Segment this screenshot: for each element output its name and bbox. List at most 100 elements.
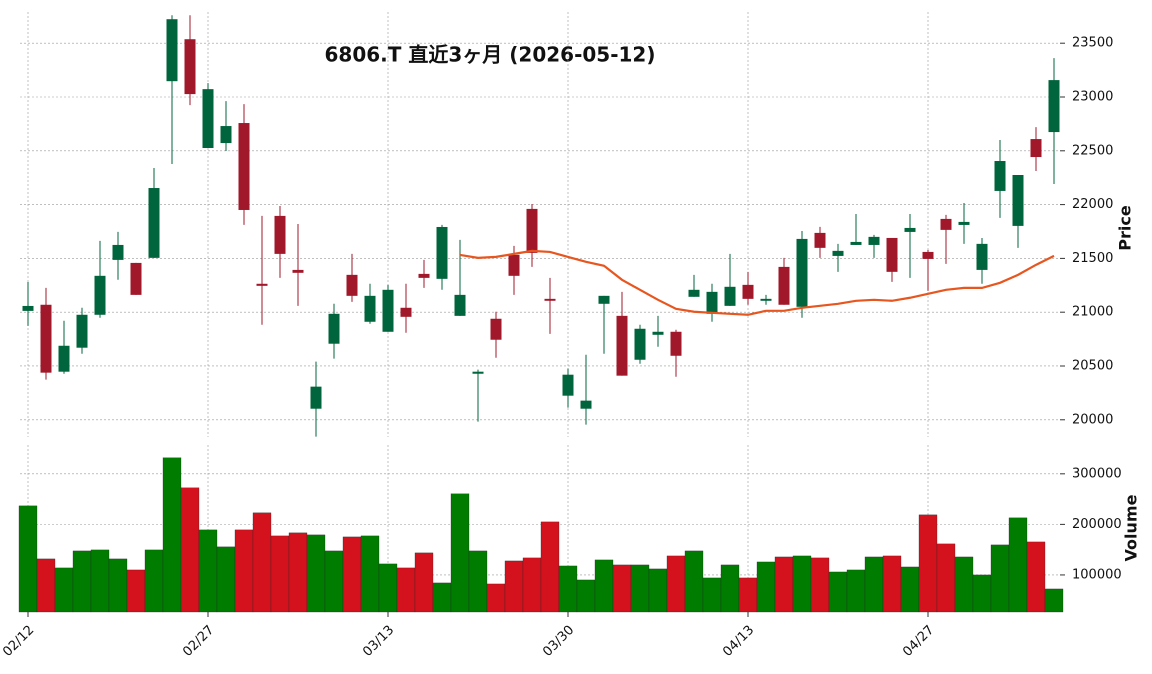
volume-bar	[522, 557, 542, 613]
volume-bar	[306, 534, 326, 613]
volume-bar	[360, 535, 380, 613]
volume-bar	[810, 557, 830, 613]
volume-bar	[378, 563, 398, 613]
candle-body	[310, 386, 322, 409]
volume-bar	[594, 559, 614, 613]
volume-bar	[720, 564, 740, 613]
volume-bar	[126, 569, 146, 613]
y-tick-label: 23000	[1072, 90, 1113, 105]
volume-bar	[414, 552, 434, 613]
y-tick-label: 200000	[1072, 517, 1122, 532]
candle-body	[994, 161, 1006, 191]
volume-bar	[342, 536, 362, 613]
volume-bar	[270, 535, 290, 613]
candle-body	[382, 289, 394, 332]
x-tick-label: 04/13	[720, 623, 757, 660]
candle-body	[634, 328, 646, 360]
candle-body	[472, 371, 484, 374]
volume-bar	[216, 546, 236, 613]
candle-body	[886, 237, 898, 272]
y-axis-label: Price	[1116, 205, 1135, 251]
candle-body	[58, 345, 70, 372]
volume-bar	[828, 571, 848, 613]
candle-body	[580, 400, 592, 409]
candle-body	[220, 126, 232, 144]
volume-bar	[90, 549, 110, 613]
volume-bar	[252, 512, 272, 613]
candle-body	[166, 19, 178, 82]
x-tick-label: 04/27	[900, 623, 937, 660]
candle-body	[688, 289, 700, 297]
volume-bar	[108, 558, 128, 613]
y-tick-label: 300000	[1072, 466, 1122, 481]
volume-bar	[324, 550, 344, 613]
x-tick-label: 03/13	[360, 623, 397, 660]
volume-bar	[450, 493, 470, 613]
candle-body	[436, 226, 448, 279]
candle-body	[40, 304, 52, 373]
candle-body	[976, 243, 988, 270]
volume-bar	[198, 529, 218, 613]
candle-body	[940, 218, 952, 230]
candle-body	[184, 39, 196, 95]
candle-body	[706, 291, 718, 314]
volume-bar	[666, 555, 686, 613]
candle-body	[364, 295, 376, 322]
volume-bar	[702, 577, 722, 613]
volume-bar	[756, 561, 776, 613]
volume-bar	[396, 567, 416, 613]
candle-body	[130, 262, 142, 295]
volume-bar	[864, 556, 884, 613]
volume-bar	[180, 487, 200, 613]
volume-bar	[540, 521, 560, 613]
candle-body	[814, 232, 826, 248]
y-tick-label: 100000	[1072, 567, 1122, 582]
candle-body	[616, 315, 628, 376]
candle-body	[202, 89, 214, 148]
candle-body	[760, 298, 772, 301]
volume-bar	[234, 529, 254, 613]
candle-body	[292, 269, 304, 273]
y-tick-label: 20000	[1072, 412, 1113, 427]
candle-body	[1048, 80, 1060, 133]
candle-body	[22, 305, 34, 311]
candle-body	[832, 250, 844, 256]
candle-body	[454, 294, 466, 316]
y-axis-label: Volume	[1122, 494, 1141, 561]
candle-body	[598, 295, 610, 304]
volume-bar	[486, 583, 506, 613]
candle-body	[562, 374, 574, 396]
candle-body	[1030, 139, 1042, 158]
volume-bar	[648, 568, 668, 613]
volume-bar	[72, 550, 92, 613]
volume-bar	[738, 577, 758, 613]
candle-body	[400, 307, 412, 317]
candle-body	[256, 283, 268, 286]
candle-body	[346, 274, 358, 296]
candle-body	[490, 318, 502, 340]
volume-bar	[468, 550, 488, 613]
x-tick-label: 02/27	[180, 623, 217, 660]
candle-body	[670, 331, 682, 356]
volume-bar	[18, 505, 38, 613]
volume-bar	[918, 514, 938, 613]
candle-body	[544, 298, 556, 301]
y-tick-label: 20500	[1072, 358, 1113, 373]
volume-bar	[1044, 588, 1064, 613]
volume-bar	[954, 556, 974, 613]
volume-bar	[990, 544, 1010, 613]
candle-body	[904, 227, 916, 232]
candle-body	[778, 266, 790, 305]
candle-body	[868, 236, 880, 245]
candle-body	[922, 251, 934, 259]
candle-body	[76, 314, 88, 348]
candle-body	[418, 273, 430, 278]
candle-body	[328, 313, 340, 344]
candle-body	[526, 208, 538, 253]
candle-body	[94, 275, 106, 315]
volume-bar	[630, 564, 650, 613]
y-tick-label: 22500	[1072, 143, 1113, 158]
candle-body	[796, 238, 808, 307]
volume-bar	[36, 558, 56, 613]
